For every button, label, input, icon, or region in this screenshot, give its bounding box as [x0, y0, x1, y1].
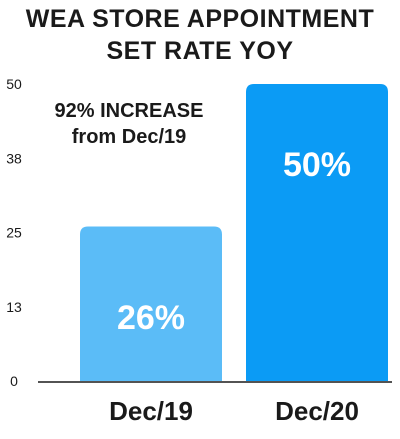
data-label: 50% — [283, 146, 351, 184]
y-tick-label: 50 — [6, 76, 22, 92]
annotation-line: 92% INCREASE — [55, 100, 204, 122]
bar — [80, 226, 222, 381]
y-axis-ticks: 0 13 25 38 50 — [6, 76, 22, 389]
y-tick-label: 38 — [6, 150, 22, 166]
data-labels: 26% 50% — [117, 146, 351, 337]
x-tick-label: Dec/20 — [275, 396, 359, 426]
chart-title-line-1: WEA STORE APPOINTMENT — [25, 5, 375, 33]
data-label: 26% — [117, 299, 185, 337]
chart-title: WEA STORE APPOINTMENT SET RATE YOY — [0, 3, 400, 67]
y-tick-label: 25 — [6, 225, 22, 241]
bars — [80, 84, 388, 381]
x-tick-label: Dec/19 — [109, 396, 193, 426]
annotation: 92% INCREASE from Dec/19 — [55, 100, 204, 148]
y-tick-label: 0 — [10, 373, 18, 389]
x-axis-labels: Dec/19 Dec/20 — [109, 396, 359, 426]
y-tick-label: 13 — [6, 299, 22, 315]
chart-title-line-2: SET RATE YOY — [106, 37, 294, 65]
annotation-line: from Dec/19 — [72, 126, 187, 148]
bar — [246, 84, 388, 381]
